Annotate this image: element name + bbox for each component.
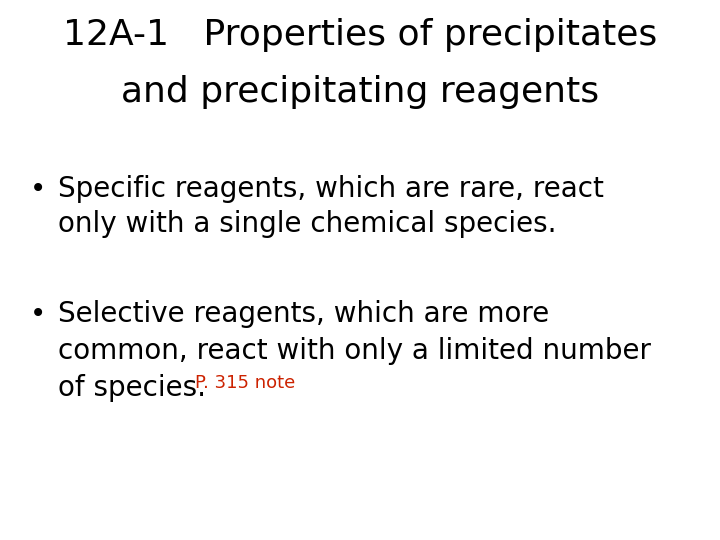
Text: Selective reagents, which are more: Selective reagents, which are more <box>58 300 549 328</box>
Text: of species.: of species. <box>58 374 206 402</box>
Text: Specific reagents, which are rare, react: Specific reagents, which are rare, react <box>58 175 604 203</box>
Text: common, react with only a limited number: common, react with only a limited number <box>58 337 651 365</box>
Text: P. 315 note: P. 315 note <box>195 374 295 392</box>
Text: 12A-1   Properties of precipitates: 12A-1 Properties of precipitates <box>63 18 657 52</box>
Text: and precipitating reagents: and precipitating reagents <box>121 75 599 109</box>
Text: •: • <box>30 175 46 203</box>
Text: only with a single chemical species.: only with a single chemical species. <box>58 210 557 238</box>
Text: •: • <box>30 300 46 328</box>
